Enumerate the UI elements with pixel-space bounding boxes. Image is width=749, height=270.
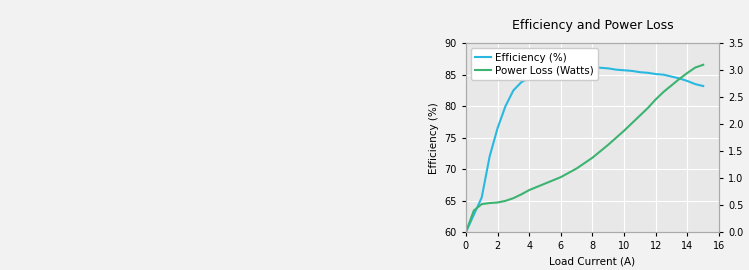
- Power Loss (Watts): [667, 84, 676, 87]
- Efficiency (%): [564, 65, 573, 68]
- Power Loss (Watts): [612, 136, 621, 139]
- Power Loss (Watts): [501, 199, 510, 202]
- Power Loss (Watts): [461, 231, 470, 234]
- Efficiency (%): [652, 72, 661, 76]
- Efficiency (%): [557, 66, 565, 69]
- Power Loss (Watts): [533, 185, 542, 188]
- Efficiency (%): [659, 73, 668, 76]
- Power Loss (Watts): [659, 90, 668, 93]
- Efficiency (%): [619, 69, 628, 72]
- Efficiency (%): [501, 104, 510, 108]
- Power Loss (Watts): [683, 71, 692, 75]
- Efficiency (%): [493, 127, 502, 130]
- Efficiency (%): [675, 77, 684, 80]
- Efficiency (%): [580, 65, 589, 68]
- Power Loss (Watts): [564, 171, 573, 174]
- Efficiency (%): [635, 70, 644, 74]
- Efficiency (%): [643, 71, 652, 75]
- Efficiency (%): [525, 76, 534, 79]
- Power Loss (Watts): [619, 129, 628, 132]
- Efficiency (%): [509, 89, 518, 92]
- Efficiency (%): [477, 196, 486, 199]
- Text: Efficiency and Power Loss: Efficiency and Power Loss: [512, 19, 673, 32]
- Efficiency (%): [683, 79, 692, 83]
- X-axis label: Load Current (A): Load Current (A): [550, 257, 635, 267]
- Efficiency (%): [541, 68, 550, 71]
- Power Loss (Watts): [588, 156, 597, 159]
- Line: Efficiency (%): Efficiency (%): [466, 66, 703, 232]
- Power Loss (Watts): [643, 106, 652, 110]
- Legend: Efficiency (%), Power Loss (Watts): Efficiency (%), Power Loss (Watts): [471, 48, 598, 80]
- Power Loss (Watts): [596, 150, 605, 153]
- Power Loss (Watts): [477, 202, 486, 206]
- Efficiency (%): [699, 85, 708, 88]
- Efficiency (%): [533, 71, 542, 75]
- Power Loss (Watts): [493, 201, 502, 204]
- Efficiency (%): [691, 83, 700, 86]
- Power Loss (Watts): [699, 63, 708, 66]
- Power Loss (Watts): [557, 176, 565, 179]
- Power Loss (Watts): [604, 143, 613, 146]
- Power Loss (Watts): [628, 122, 637, 125]
- Efficiency (%): [485, 155, 494, 158]
- Efficiency (%): [572, 65, 581, 68]
- Efficiency (%): [517, 81, 526, 84]
- Power Loss (Watts): [517, 193, 526, 196]
- Power Loss (Watts): [509, 197, 518, 200]
- Efficiency (%): [628, 69, 637, 73]
- Power Loss (Watts): [691, 66, 700, 69]
- Power Loss (Watts): [470, 209, 479, 212]
- Y-axis label: Efficiency (%): Efficiency (%): [428, 102, 439, 174]
- Power Loss (Watts): [485, 201, 494, 205]
- Efficiency (%): [667, 75, 676, 78]
- Power Loss (Watts): [652, 98, 661, 101]
- Efficiency (%): [596, 66, 605, 69]
- Power Loss (Watts): [580, 161, 589, 165]
- Power Loss (Watts): [548, 179, 557, 182]
- Efficiency (%): [588, 66, 597, 69]
- Efficiency (%): [461, 231, 470, 234]
- Power Loss (Watts): [525, 188, 534, 192]
- Power Loss (Watts): [572, 167, 581, 170]
- Power Loss (Watts): [635, 114, 644, 117]
- Power Loss (Watts): [541, 182, 550, 185]
- Power Loss (Watts): [675, 77, 684, 80]
- Efficiency (%): [604, 67, 613, 70]
- Line: Power Loss (Watts): Power Loss (Watts): [466, 65, 703, 232]
- Efficiency (%): [612, 68, 621, 71]
- Efficiency (%): [548, 67, 557, 70]
